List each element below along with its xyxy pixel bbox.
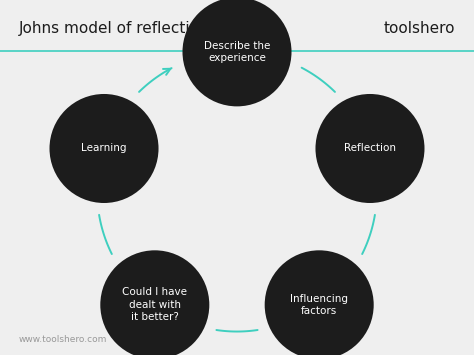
Ellipse shape	[49, 94, 158, 203]
Text: Could I have
dealt with
it better?: Could I have dealt with it better?	[122, 288, 187, 322]
Ellipse shape	[182, 0, 292, 106]
Ellipse shape	[264, 250, 374, 355]
Text: Reflection: Reflection	[344, 143, 396, 153]
Text: Johns model of reflection: Johns model of reflection	[19, 21, 210, 36]
Text: www.toolshero.com: www.toolshero.com	[19, 335, 107, 344]
Ellipse shape	[316, 94, 425, 203]
Ellipse shape	[100, 250, 210, 355]
Text: Describe the
experience: Describe the experience	[204, 41, 270, 63]
Text: toolshero: toolshero	[383, 21, 455, 36]
Text: Learning: Learning	[81, 143, 127, 153]
Text: Influencing
factors: Influencing factors	[290, 294, 348, 316]
